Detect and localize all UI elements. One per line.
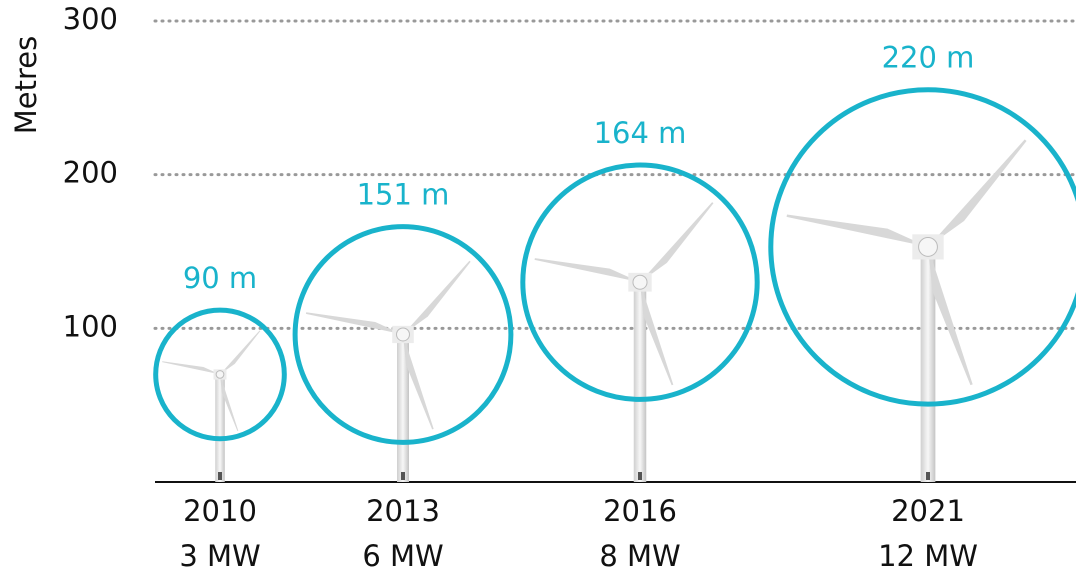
hub: [918, 236, 938, 257]
x-tick-label: 2021: [891, 494, 965, 528]
blade: [403, 334, 434, 430]
blade: [786, 214, 928, 247]
data-label: 220 m: [882, 41, 975, 75]
y-tick-label: 200: [63, 156, 118, 190]
blade: [220, 374, 239, 432]
blade: [162, 361, 220, 375]
rotor-circle: [153, 307, 287, 442]
tower: [215, 374, 225, 482]
blade: [534, 258, 640, 283]
capacity-label: 8 MW: [599, 539, 680, 573]
data-label: 164 m: [594, 116, 687, 150]
hub: [632, 274, 648, 290]
tower-door: [638, 472, 642, 480]
tower-door: [218, 472, 222, 480]
x-tick-label: 2016: [603, 494, 677, 528]
y-axis-label: Metres: [9, 36, 43, 134]
tower: [397, 334, 409, 482]
blade: [403, 260, 471, 335]
y-tick-label: 100: [63, 309, 118, 343]
rotor-circle: [768, 87, 1076, 407]
blade: [305, 312, 403, 335]
capacity-label: 3 MW: [179, 539, 260, 573]
blade: [640, 202, 714, 283]
blade: [640, 282, 674, 386]
tower: [920, 246, 936, 482]
hub: [215, 370, 225, 379]
tower-door: [926, 472, 930, 480]
rotor-circle: [292, 224, 514, 445]
rotor-circle: [520, 162, 760, 402]
y-tick-label: 300: [63, 2, 118, 36]
tower: [633, 282, 647, 482]
blade: [220, 330, 261, 375]
blade: [928, 139, 1027, 247]
x-tick-label: 2010: [183, 494, 257, 528]
capacity-label: 6 MW: [362, 539, 443, 573]
hub: [396, 327, 410, 342]
blade: [928, 246, 973, 386]
data-label: 151 m: [357, 178, 450, 212]
capacity-label: 12 MW: [878, 539, 978, 573]
data-label: 90 m: [183, 261, 257, 295]
tower-door: [401, 472, 405, 480]
x-tick-label: 2013: [366, 494, 440, 528]
